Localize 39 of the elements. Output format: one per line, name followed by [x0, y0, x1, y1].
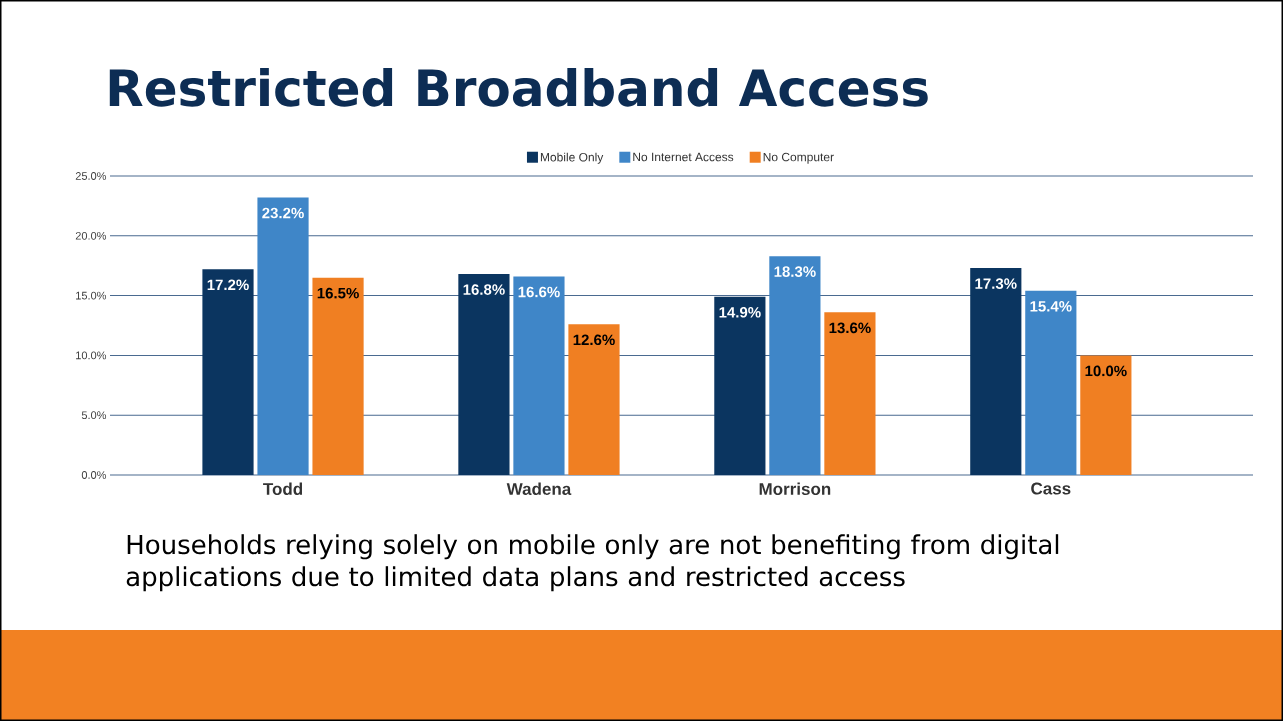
- bar: [769, 256, 821, 475]
- bar: [824, 312, 876, 475]
- text: Households relying solely on mobile only are not benefiting from digital applications due to limited data plans and restricted access: [126, 534, 1059, 592]
- x-tick-label: Wadena: [506, 482, 572, 496]
- data-label: 17.3%: [975, 278, 1017, 289]
- y-tick-label: 5.0%: [81, 411, 107, 420]
- bar: [1025, 290, 1077, 475]
- bar: [513, 276, 565, 475]
- legend-label: Mobile Only: [540, 152, 604, 164]
- data-label: 17.2%: [207, 279, 249, 291]
- data-label: 10.0%: [1085, 365, 1127, 377]
- y-tick-label: 0.0%: [81, 471, 107, 479]
- data-label: 16.8%: [463, 284, 505, 295]
- y-tick-label: 20.0%: [75, 231, 107, 240]
- x-tick-label: Todd: [263, 482, 303, 496]
- data-label: 15.4%: [1030, 301, 1072, 312]
- bar: [714, 296, 766, 475]
- bar: [568, 324, 620, 475]
- data-label: 14.9%: [719, 306, 761, 318]
- data-label: 16.6%: [518, 286, 560, 298]
- legend-label: No Computer: [763, 152, 834, 164]
- chart-title: Restricted Broadband Access: [109, 68, 928, 107]
- data-label: 16.5%: [317, 287, 359, 299]
- bar: [202, 269, 254, 475]
- bar: [1080, 355, 1132, 475]
- x-tick-label: Morrison: [759, 482, 831, 496]
- bar: [257, 197, 309, 475]
- y-tick-label: 10.0%: [76, 351, 107, 360]
- data-label: 12.6%: [573, 334, 615, 346]
- y-tick-label: 25.0%: [75, 172, 107, 180]
- data-label: 18.3%: [774, 266, 816, 277]
- bar: [970, 268, 1022, 475]
- data-label: 13.6%: [829, 322, 871, 334]
- x-tick-label: Cass: [1031, 482, 1071, 495]
- bar: [312, 277, 364, 475]
- data-label: 23.2%: [262, 207, 304, 219]
- legend-label: No Internet Access: [633, 152, 734, 162]
- y-tick-label: 15.0%: [76, 291, 107, 300]
- bar: [458, 274, 510, 475]
